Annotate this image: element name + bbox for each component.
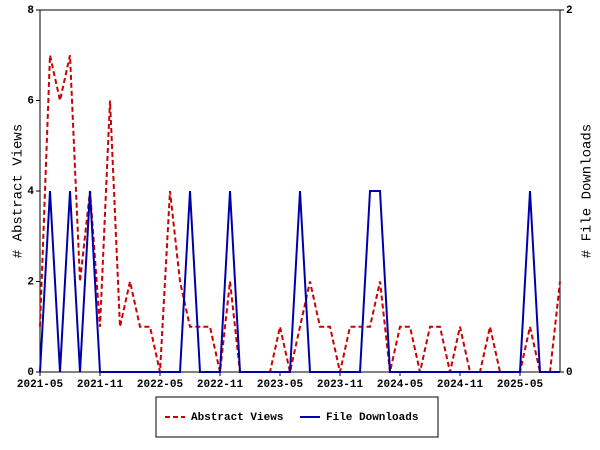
y2-tick-label: 0 (566, 367, 573, 379)
x-tick-label: 2024-11 (437, 379, 484, 391)
x-tick-label: 2025-05 (497, 379, 544, 391)
x-tick-label: 2022-05 (137, 379, 184, 391)
y-tick-label: 2 (27, 276, 34, 288)
y-tick-label: 6 (27, 95, 34, 107)
legend-label: Abstract Views (191, 412, 283, 424)
y-tick-label: 4 (27, 186, 34, 198)
x-tick-label: 2023-05 (257, 379, 304, 391)
y2-axis-label: # File Downloads (580, 124, 596, 258)
y-axis-label: # Abstract Views (11, 124, 27, 258)
series-line (39, 55, 561, 373)
x-tick-label: 2022-11 (197, 379, 244, 391)
y-tick-label: 0 (27, 367, 34, 379)
x-tick-label: 2021-11 (77, 379, 124, 391)
x-tick-label: 2024-05 (377, 379, 424, 391)
x-tick-label: 2021-05 (17, 379, 64, 391)
legend-box (155, 396, 439, 438)
x-tick-label: 2023-11 (317, 379, 364, 391)
legend-label: File Downloads (326, 412, 418, 424)
y2-tick-label: 2 (566, 5, 573, 17)
series-line (39, 190, 560, 373)
y-tick-label: 8 (27, 5, 34, 17)
